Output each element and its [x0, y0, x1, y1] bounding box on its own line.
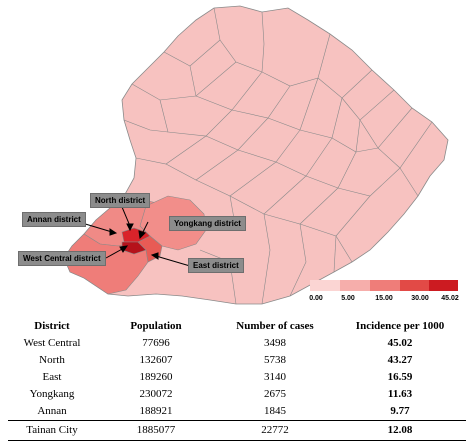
cell-incidence: 9.77	[390, 405, 410, 417]
legend-swatch-3	[370, 280, 400, 291]
east-district-label: East district	[188, 258, 244, 273]
district-map	[63, 5, 449, 305]
table-row: North 132607 5738 43.27	[8, 352, 466, 369]
cell-district: Tainan City	[8, 420, 96, 441]
legend-tick: 0.00	[309, 295, 323, 302]
cell-cases: 3498	[264, 337, 286, 349]
header-cases: Number of cases	[236, 320, 314, 332]
cell-population: 188921	[139, 405, 173, 417]
cell-cases: 22772	[216, 420, 334, 441]
cell-incidence: 11.63	[387, 388, 413, 400]
cell-population: 77696	[142, 337, 170, 349]
legend-swatch-4	[400, 280, 429, 291]
legend-swatch-5	[429, 280, 458, 291]
cell-district: Yongkang	[29, 388, 75, 400]
district-borders	[123, 7, 433, 305]
west-central-district-label: West Central district	[18, 251, 106, 266]
cell-incidence: 16.59	[387, 371, 413, 383]
legend-tick: 15.00	[375, 295, 393, 302]
table-row: West Central 77696 3498 45.02	[8, 335, 466, 352]
table-row: Yongkang 230072 2675 11.63	[8, 386, 466, 403]
legend-swatch-2	[340, 280, 370, 291]
cell-incidence: 12.08	[334, 420, 466, 441]
legend-color-bar	[310, 280, 458, 291]
cell-cases: 5738	[264, 354, 286, 366]
incidence-table: District Population Number of cases Inci…	[8, 318, 466, 441]
cell-district: North	[39, 354, 65, 366]
legend-tick: 45.02	[441, 295, 459, 302]
cell-population: 189260	[139, 371, 173, 383]
cell-cases: 3140	[264, 371, 286, 383]
header-population: Population	[130, 320, 182, 332]
legend-tick: 5.00	[341, 295, 355, 302]
cell-population: 1885077	[96, 420, 216, 441]
cell-population: 230072	[139, 388, 173, 400]
table-total-row: Tainan City 1885077 22772 12.08	[8, 420, 466, 441]
cell-district: East	[42, 371, 62, 383]
table-row: Annan 188921 1845 9.77	[8, 403, 466, 421]
legend-tick: 30.00	[411, 295, 429, 302]
cell-population: 132607	[139, 354, 173, 366]
table-row: East 189260 3140 16.59	[8, 369, 466, 386]
cell-cases: 2675	[264, 388, 286, 400]
cell-district: West Central	[23, 337, 81, 349]
incidence-legend: 0.00 5.00 15.00 30.00 45.02	[309, 280, 459, 308]
header-district: District	[34, 320, 70, 332]
annan-district-label: Annan district	[22, 212, 86, 227]
cell-cases: 1845	[264, 405, 286, 417]
legend-swatch-1	[310, 280, 340, 291]
header-incidence: Incidence per 1000	[355, 320, 445, 332]
cell-incidence: 45.02	[387, 337, 413, 349]
cell-incidence: 43.27	[387, 354, 413, 366]
north-district-label: North district	[90, 193, 151, 208]
cell-district: Annan	[37, 405, 67, 417]
yongkang-district-label: Yongkang district	[169, 216, 246, 231]
table-header-row: District Population Number of cases Inci…	[8, 318, 466, 335]
